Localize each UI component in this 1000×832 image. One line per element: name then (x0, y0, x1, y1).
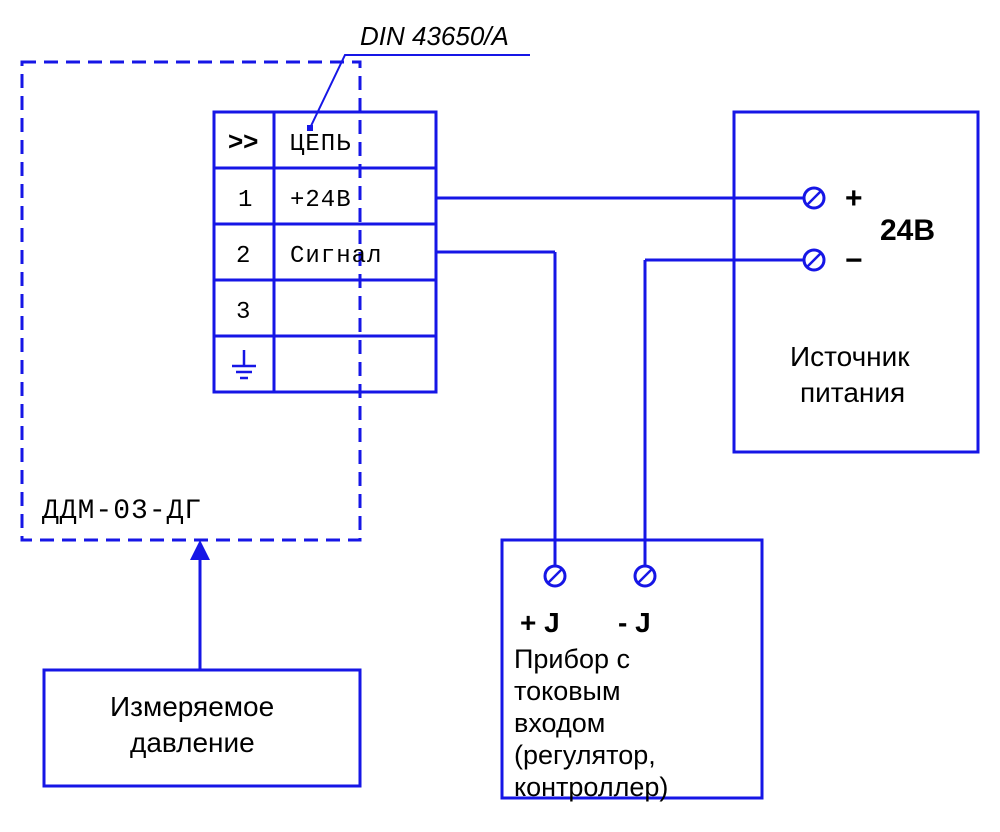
callout-text: DIN 43650/A (360, 21, 509, 51)
pin-header: >> (228, 126, 258, 156)
pressure-label-2: давление (130, 727, 255, 758)
device-terminal-jminus (635, 566, 655, 586)
device-label-3: входом (514, 708, 605, 738)
pressure-label-1: Измеряемое (110, 691, 274, 722)
pin-1: 1 (238, 187, 253, 214)
power-label-2: питания (800, 377, 905, 408)
device-label-5: контроллер) (514, 772, 668, 802)
callout-leader (307, 55, 530, 131)
pin-2: 2 (236, 243, 251, 270)
wire-signal (436, 252, 555, 566)
device-label-4: (регулятор, (514, 740, 656, 770)
power-minus-sign: − (845, 244, 863, 277)
wire-return (645, 260, 804, 566)
pin-3: 3 (236, 299, 251, 326)
power-terminal-minus (804, 250, 824, 270)
device-label-1: Прибор с (514, 644, 630, 674)
ground-symbol (232, 350, 256, 378)
device-label-2: токовым (514, 676, 621, 706)
pressure-arrow (190, 540, 210, 670)
power-terminal-plus (804, 188, 824, 208)
device-jplus: + J (520, 607, 560, 638)
power-label-1: Источник (790, 341, 910, 372)
power-plus-sign: + (845, 182, 863, 215)
device-terminal-jplus (545, 566, 565, 586)
pin-label-0: ЦЕПЬ (290, 131, 352, 158)
device-jminus: - J (618, 607, 651, 638)
sensor-label: ДДМ-03-ДГ (42, 496, 202, 527)
pin-label-2: Сигнал (290, 243, 382, 270)
power-voltage: 24В (880, 214, 935, 247)
pin-label-1: +24В (290, 187, 352, 214)
